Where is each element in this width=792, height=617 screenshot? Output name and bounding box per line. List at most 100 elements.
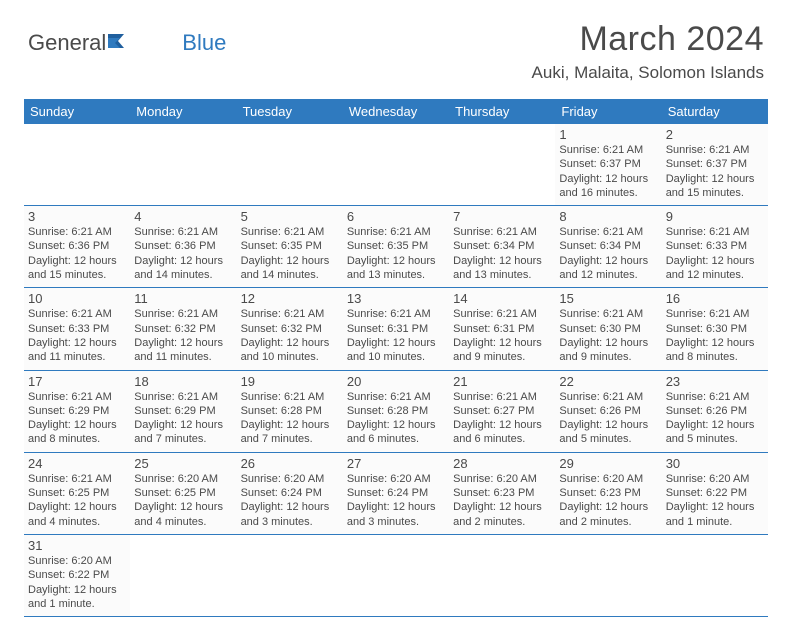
day-details: Sunrise: 6:20 AMSunset: 6:25 PMDaylight:… — [134, 472, 232, 529]
day-number: 20 — [347, 374, 445, 389]
day-details: Sunrise: 6:20 AMSunset: 6:23 PMDaylight:… — [559, 472, 657, 529]
table-row: 17 Sunrise: 6:21 AMSunset: 6:29 PMDayligh… — [24, 370, 768, 452]
weekday-header: Sunday — [24, 99, 130, 124]
day-number: 11 — [134, 291, 232, 306]
empty-cell — [130, 534, 236, 616]
day-cell: 26Sunrise: 6:20 AMSunset: 6:24 PMDayligh… — [237, 452, 343, 534]
day-number: 3 — [28, 209, 126, 224]
day-number: 15 — [559, 291, 657, 306]
day-cell: 3Sunrise: 6:21 AMSunset: 6:36 PMDaylight… — [24, 206, 130, 288]
day-number: 28 — [453, 456, 551, 471]
weekday-header: Thursday — [449, 99, 555, 124]
day-details: Sunrise: 6:21 AMSunset: 6:34 PMDaylight:… — [453, 225, 551, 282]
day-number: 26 — [241, 456, 339, 471]
day-cell: 9Sunrise: 6:21 AMSunset: 6:33 PMDaylight… — [662, 206, 768, 288]
day-number: 22 — [559, 374, 657, 389]
calendar-table: SundayMondayTuesdayWednesdayThursdayFrid… — [24, 99, 768, 617]
day-number: 10 — [28, 291, 126, 306]
calendar-body: 1Sunrise: 6:21 AMSunset: 6:37 PMDaylight… — [24, 124, 768, 617]
table-row: 24Sunrise: 6:21 AMSunset: 6:25 PMDayligh… — [24, 452, 768, 534]
day-cell: 22Sunrise: 6:21 AMSunset: 6:26 PMDayligh… — [555, 370, 661, 452]
day-cell: 13Sunrise: 6:21 AMSunset: 6:31 PMDayligh… — [343, 288, 449, 370]
day-number: 12 — [241, 291, 339, 306]
day-number: 19 — [241, 374, 339, 389]
day-cell: 15Sunrise: 6:21 AMSunset: 6:30 PMDayligh… — [555, 288, 661, 370]
day-number: 29 — [559, 456, 657, 471]
table-row: 3 Sunrise: 6:21 AMSunset: 6:36 PMDaylight… — [24, 206, 768, 288]
day-cell: 11Sunrise: 6:21 AMSunset: 6:32 PMDayligh… — [130, 288, 236, 370]
day-details: Sunrise: 6:21 AMSunset: 6:26 PMDaylight:… — [666, 390, 764, 447]
day-cell: 8Sunrise: 6:21 AMSunset: 6:34 PMDaylight… — [555, 206, 661, 288]
day-details: Sunrise: 6:21 AMSunset: 6:31 PMDaylight:… — [453, 307, 551, 364]
day-cell: 12Sunrise: 6:21 AMSunset: 6:32 PMDayligh… — [237, 288, 343, 370]
day-cell: 19Sunrise: 6:21 AMSunset: 6:28 PMDayligh… — [237, 370, 343, 452]
flag-icon — [108, 30, 130, 56]
empty-cell — [555, 534, 661, 616]
day-details: Sunrise: 6:20 AMSunset: 6:22 PMDaylight:… — [28, 554, 126, 611]
day-number: 7 — [453, 209, 551, 224]
day-details: Sunrise: 6:21 AMSunset: 6:32 PMDaylight:… — [241, 307, 339, 364]
day-number: 5 — [241, 209, 339, 224]
day-details: Sunrise: 6:21 AMSunset: 6:30 PMDaylight:… — [666, 307, 764, 364]
day-cell: 7Sunrise: 6:21 AMSunset: 6:34 PMDaylight… — [449, 206, 555, 288]
day-cell: 1Sunrise: 6:21 AMSunset: 6:37 PMDaylight… — [555, 124, 661, 206]
empty-cell — [449, 124, 555, 206]
day-number: 6 — [347, 209, 445, 224]
day-number: 8 — [559, 209, 657, 224]
day-number: 23 — [666, 374, 764, 389]
header: General Blue March 2024 Auki, Malaita, S… — [0, 0, 792, 91]
day-cell: 17Sunrise: 6:21 AMSunset: 6:29 PMDayligh… — [24, 370, 130, 452]
empty-cell — [343, 534, 449, 616]
day-cell: 31Sunrise: 6:20 AMSunset: 6:22 PMDayligh… — [24, 534, 130, 616]
day-number: 14 — [453, 291, 551, 306]
day-number: 24 — [28, 456, 126, 471]
day-cell: 29Sunrise: 6:20 AMSunset: 6:23 PMDayligh… — [555, 452, 661, 534]
day-cell: 4Sunrise: 6:21 AMSunset: 6:36 PMDaylight… — [130, 206, 236, 288]
title-block: March 2024 Auki, Malaita, Solomon Island… — [532, 20, 764, 83]
day-number: 27 — [347, 456, 445, 471]
weekday-header: Friday — [555, 99, 661, 124]
day-number: 13 — [347, 291, 445, 306]
weekday-header: Saturday — [662, 99, 768, 124]
day-details: Sunrise: 6:21 AMSunset: 6:30 PMDaylight:… — [559, 307, 657, 364]
day-cell: 18Sunrise: 6:21 AMSunset: 6:29 PMDayligh… — [130, 370, 236, 452]
day-details: Sunrise: 6:21 AMSunset: 6:35 PMDaylight:… — [347, 225, 445, 282]
day-details: Sunrise: 6:21 AMSunset: 6:29 PMDaylight:… — [134, 390, 232, 447]
day-cell: 28Sunrise: 6:20 AMSunset: 6:23 PMDayligh… — [449, 452, 555, 534]
day-number: 2 — [666, 127, 764, 142]
day-number: 25 — [134, 456, 232, 471]
day-number: 17 — [28, 374, 126, 389]
day-cell: 6Sunrise: 6:21 AMSunset: 6:35 PMDaylight… — [343, 206, 449, 288]
day-details: Sunrise: 6:20 AMSunset: 6:22 PMDaylight:… — [666, 472, 764, 529]
logo-text-blue: Blue — [130, 30, 226, 56]
day-details: Sunrise: 6:21 AMSunset: 6:28 PMDaylight:… — [347, 390, 445, 447]
page-title: March 2024 — [532, 20, 764, 59]
day-cell: 20Sunrise: 6:21 AMSunset: 6:28 PMDayligh… — [343, 370, 449, 452]
empty-cell — [24, 124, 130, 206]
table-row: 31Sunrise: 6:20 AMSunset: 6:22 PMDayligh… — [24, 534, 768, 616]
empty-cell — [343, 124, 449, 206]
day-cell: 16Sunrise: 6:21 AMSunset: 6:30 PMDayligh… — [662, 288, 768, 370]
day-details: Sunrise: 6:21 AMSunset: 6:25 PMDaylight:… — [28, 472, 126, 529]
calendar-header-row: SundayMondayTuesdayWednesdayThursdayFrid… — [24, 99, 768, 124]
weekday-header: Wednesday — [343, 99, 449, 124]
table-row: 1Sunrise: 6:21 AMSunset: 6:37 PMDaylight… — [24, 124, 768, 206]
day-number: 30 — [666, 456, 764, 471]
day-details: Sunrise: 6:21 AMSunset: 6:36 PMDaylight:… — [134, 225, 232, 282]
day-number: 18 — [134, 374, 232, 389]
day-cell: 5Sunrise: 6:21 AMSunset: 6:35 PMDaylight… — [237, 206, 343, 288]
day-number: 21 — [453, 374, 551, 389]
empty-cell — [130, 124, 236, 206]
day-details: Sunrise: 6:21 AMSunset: 6:31 PMDaylight:… — [347, 307, 445, 364]
day-number: 4 — [134, 209, 232, 224]
day-details: Sunrise: 6:21 AMSunset: 6:28 PMDaylight:… — [241, 390, 339, 447]
day-details: Sunrise: 6:21 AMSunset: 6:27 PMDaylight:… — [453, 390, 551, 447]
empty-cell — [237, 534, 343, 616]
day-details: Sunrise: 6:20 AMSunset: 6:24 PMDaylight:… — [241, 472, 339, 529]
day-number: 16 — [666, 291, 764, 306]
day-details: Sunrise: 6:21 AMSunset: 6:37 PMDaylight:… — [666, 143, 764, 200]
day-cell: 14Sunrise: 6:21 AMSunset: 6:31 PMDayligh… — [449, 288, 555, 370]
logo-text-general: General — [28, 30, 106, 56]
day-details: Sunrise: 6:20 AMSunset: 6:23 PMDaylight:… — [453, 472, 551, 529]
day-details: Sunrise: 6:21 AMSunset: 6:26 PMDaylight:… — [559, 390, 657, 447]
